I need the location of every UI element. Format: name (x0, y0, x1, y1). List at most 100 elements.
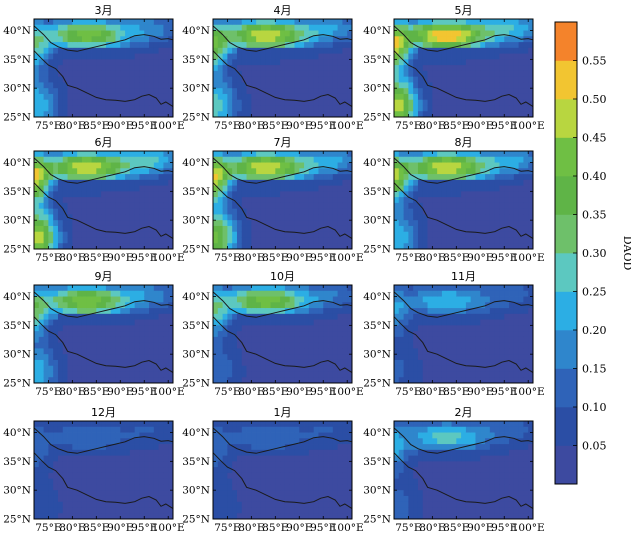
daod-cell (81, 336, 88, 344)
daod-cell (437, 53, 443, 60)
daod-cell (347, 47, 353, 54)
daod-cell (105, 220, 112, 227)
daod-cell (304, 93, 310, 101)
daod-cell (432, 285, 438, 292)
daod-cell (509, 19, 515, 26)
daod-cell (518, 174, 524, 181)
daod-cell (504, 377, 510, 384)
daod-cell (81, 53, 88, 60)
daod-cell (101, 438, 107, 445)
daod-cell (43, 82, 49, 89)
daod-cell (403, 36, 409, 43)
daod-cell (67, 197, 73, 204)
daod-cell (265, 377, 271, 384)
daod-cell (403, 70, 409, 78)
daod-cell (332, 231, 339, 238)
daod-cell (43, 302, 49, 309)
daod-cell (62, 371, 68, 378)
daod-cell (101, 59, 107, 66)
daod-cell (241, 168, 247, 175)
daod-cell (275, 70, 281, 78)
daod-cell (101, 432, 107, 439)
daod-cell (294, 237, 300, 244)
daod-cell (43, 432, 49, 439)
daod-cell (227, 30, 233, 37)
daod-cell (265, 65, 271, 72)
daod-cell (313, 377, 319, 384)
daod-cell (110, 342, 116, 349)
daod-cell (72, 76, 78, 83)
daod-cell (475, 53, 481, 60)
plateau-south-boundary (33, 182, 174, 240)
daod-cell (270, 208, 276, 215)
daod-cell (441, 76, 448, 83)
daod-cell (260, 237, 267, 244)
daod-cell (67, 377, 73, 384)
daod-cell (81, 296, 88, 303)
daod-cell (408, 348, 414, 355)
daod-cell (213, 319, 219, 326)
daod-cell (403, 151, 409, 158)
daod-cell (72, 296, 78, 303)
daod-cell (53, 325, 59, 332)
daod-cell (523, 313, 529, 320)
daod-cell (347, 76, 353, 83)
daod-cell (144, 99, 150, 106)
daod-cell (275, 197, 281, 204)
daod-cell (489, 285, 496, 292)
daod-cell (227, 65, 233, 72)
daod-cell (289, 336, 295, 344)
daod-cell (168, 237, 174, 244)
daod-cell (260, 53, 267, 60)
daod-cell (328, 331, 334, 338)
map-panel: 11月75°E80°E85°E90°E95°E100°E25°N30°N35°N… (363, 270, 545, 398)
daod-cell (43, 162, 49, 169)
daod-cell (480, 156, 486, 163)
daod-cell (43, 99, 49, 106)
daod-cell (222, 156, 228, 163)
daod-cell (270, 168, 276, 175)
daod-cell (422, 231, 428, 238)
daod-cell (265, 342, 271, 349)
daod-cell (394, 313, 400, 320)
daod-cell (499, 208, 505, 215)
daod-cell (347, 313, 353, 320)
daod-cell (408, 302, 414, 309)
daod-cell (265, 296, 271, 303)
daod-cell (110, 308, 116, 315)
x-tick-label: 95°E (491, 252, 517, 264)
daod-cell (101, 243, 107, 250)
daod-cell (38, 342, 44, 349)
daod-cell (53, 36, 59, 43)
daod-cell (427, 168, 433, 175)
daod-cell (432, 53, 438, 60)
daod-cell (251, 191, 257, 198)
plateau-north-boundary (393, 157, 534, 184)
daod-cell (227, 225, 233, 233)
daod-cell (57, 495, 64, 503)
daod-cell (480, 47, 486, 54)
daod-cell (427, 354, 433, 361)
daod-cell (480, 24, 486, 31)
daod-cell (38, 93, 44, 101)
daod-cell (77, 302, 83, 309)
daod-cell (265, 302, 271, 309)
daod-cell (446, 214, 452, 221)
daod-cell (115, 179, 121, 186)
daod-cell (489, 76, 496, 83)
daod-cell (57, 185, 64, 192)
daod-cell (227, 76, 233, 83)
daod-cell (470, 191, 476, 198)
daod-cell (34, 377, 40, 384)
daod-cell (422, 313, 428, 320)
daod-cell (101, 359, 107, 367)
daod-cell (101, 24, 107, 31)
daod-cell (480, 243, 486, 250)
daod-cell (398, 19, 404, 26)
daod-cell (427, 331, 433, 338)
daod-cell (456, 99, 462, 106)
daod-cell (134, 151, 140, 158)
daod-cell (149, 336, 155, 344)
daod-cell (246, 319, 252, 326)
daod-cell (67, 93, 73, 101)
